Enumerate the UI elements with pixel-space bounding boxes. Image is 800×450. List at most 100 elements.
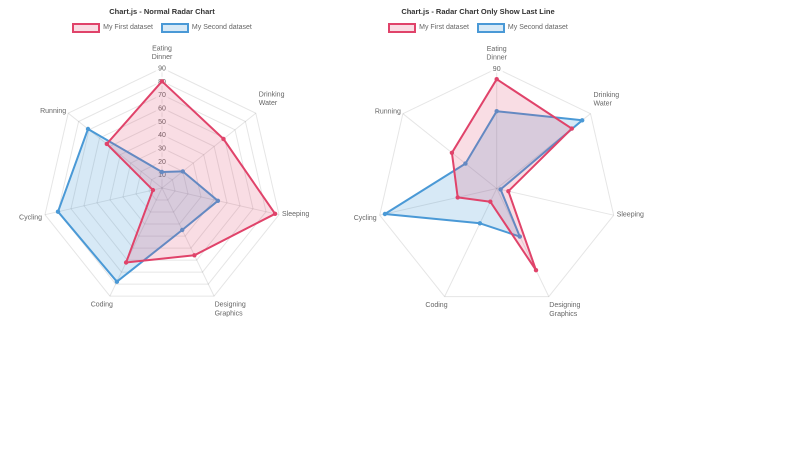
grid-ring bbox=[135, 160, 189, 213]
data-point[interactable] bbox=[488, 199, 493, 204]
data-point[interactable] bbox=[215, 198, 221, 203]
data-point[interactable] bbox=[494, 77, 499, 82]
data-point[interactable] bbox=[382, 211, 388, 217]
legend-item-second-dataset[interactable]: My Second dataset bbox=[160, 23, 252, 33]
grid-ring bbox=[70, 94, 254, 273]
legend-label-first-dataset: My First dataset bbox=[419, 24, 469, 31]
radar-chart-panel-last-line: Chart.js - Radar Chart Only Show Last Li… bbox=[330, 6, 626, 33]
grid-ring bbox=[122, 147, 202, 225]
axis-line bbox=[44, 187, 163, 216]
axis-label: Dinner bbox=[152, 54, 173, 61]
chart-title-last-line: Chart.js - Radar Chart Only Show Last Li… bbox=[401, 7, 555, 16]
axis-label: Sleeping bbox=[282, 211, 309, 218]
axis-line bbox=[161, 187, 280, 216]
tick-backdrop bbox=[155, 90, 169, 100]
axis-line bbox=[496, 188, 614, 216]
legend-swatch-second-dataset bbox=[476, 23, 505, 33]
tick-label: 20 bbox=[158, 159, 166, 166]
data-point[interactable] bbox=[272, 211, 278, 216]
data-point[interactable] bbox=[180, 227, 185, 233]
axis-line bbox=[379, 188, 497, 216]
grid-ring bbox=[148, 174, 176, 201]
radar-chart-canvas-last-line[interactable]: 90 Eating Dinner Drinking Water Sleeping Desig… bbox=[330, 36, 670, 348]
data-point[interactable] bbox=[498, 187, 503, 192]
chart-legend: My First dataset My Second dataset bbox=[0, 23, 324, 33]
axis-label: Designing bbox=[549, 302, 580, 309]
grid-ring bbox=[379, 67, 615, 298]
data-point[interactable] bbox=[114, 279, 120, 284]
axis-label: Coding bbox=[425, 302, 447, 309]
data-point[interactable] bbox=[449, 150, 455, 155]
tick-label: 70 bbox=[158, 92, 166, 99]
tick-label: 40 bbox=[158, 132, 166, 139]
axis-label: Dinner bbox=[486, 55, 507, 62]
axis-label: Running bbox=[40, 108, 66, 115]
axis-label: Coding bbox=[91, 302, 113, 309]
tick-backdrop bbox=[155, 156, 169, 166]
data-point[interactable] bbox=[150, 187, 156, 193]
data-point[interactable] bbox=[463, 161, 468, 166]
data-point[interactable] bbox=[533, 268, 539, 273]
data-point[interactable] bbox=[55, 209, 61, 214]
data-point[interactable] bbox=[159, 79, 165, 84]
tick-backdrop bbox=[155, 170, 169, 180]
data-point[interactable] bbox=[580, 118, 585, 123]
data-point[interactable] bbox=[104, 141, 110, 147]
data-point[interactable] bbox=[506, 189, 511, 194]
legend-item-first-dataset[interactable]: My First dataset bbox=[388, 23, 469, 33]
axis-label: Eating bbox=[487, 46, 507, 53]
legend-label-second-dataset: My Second dataset bbox=[507, 24, 568, 31]
axis-line bbox=[161, 112, 257, 189]
axis-label: Designing bbox=[215, 302, 246, 309]
axis-line bbox=[496, 188, 550, 297]
chart-legend: My First dataset My Second dataset bbox=[330, 23, 626, 33]
dataset-polygon-first[interactable] bbox=[105, 80, 277, 264]
data-point[interactable] bbox=[159, 169, 165, 175]
data-point[interactable] bbox=[123, 260, 129, 265]
legend-item-first-dataset[interactable]: My First dataset bbox=[72, 23, 153, 33]
grid-ring bbox=[44, 67, 280, 297]
data-point[interactable] bbox=[517, 234, 522, 239]
axis-line bbox=[161, 187, 215, 297]
data-point[interactable] bbox=[85, 126, 91, 132]
radar-chart-panel-normal: Chart.js - Normal Radar Chart My First d… bbox=[0, 6, 324, 33]
data-point[interactable] bbox=[221, 136, 226, 142]
grid-ring bbox=[57, 80, 267, 285]
grid-ring bbox=[96, 120, 228, 249]
tick-label: 60 bbox=[158, 106, 166, 113]
tick-backdrop bbox=[155, 63, 169, 73]
tick-backdrop bbox=[490, 64, 503, 73]
data-point[interactable] bbox=[477, 221, 483, 226]
radar-chart-canvas-normal[interactable]: 102030405060708090EatingDinnerDrinkingWa… bbox=[0, 36, 340, 348]
axis-label: Eating bbox=[152, 46, 172, 53]
data-point[interactable] bbox=[569, 126, 574, 131]
data-point[interactable] bbox=[494, 109, 499, 114]
grid-ring bbox=[83, 107, 241, 261]
tick-label: 50 bbox=[158, 119, 166, 126]
axis-line bbox=[67, 112, 163, 189]
axis-line bbox=[444, 188, 498, 297]
dataset-polygon-first[interactable] bbox=[450, 78, 573, 272]
axis-label: Water bbox=[259, 100, 278, 107]
axis-label: Water bbox=[594, 101, 613, 108]
data-point[interactable] bbox=[455, 195, 460, 200]
legend-label-second-dataset: My Second dataset bbox=[191, 24, 252, 31]
tick-backdrop bbox=[155, 103, 169, 113]
data-point[interactable] bbox=[192, 253, 197, 258]
axis-label: Sleeping bbox=[617, 212, 644, 219]
axis-line bbox=[109, 187, 163, 297]
tick-label: 30 bbox=[158, 146, 166, 153]
tick-label: 90 bbox=[493, 66, 501, 73]
chart-title-normal: Chart.js - Normal Radar Chart bbox=[109, 7, 215, 16]
legend-swatch-first-dataset bbox=[388, 23, 417, 33]
dataset-polygon-second[interactable] bbox=[57, 128, 219, 283]
grid-ring bbox=[109, 134, 215, 237]
tick-backdrop bbox=[155, 130, 169, 140]
legend-item-second-dataset[interactable]: My Second dataset bbox=[476, 23, 568, 33]
data-point[interactable] bbox=[180, 169, 185, 174]
axis-label: Graphics bbox=[549, 311, 578, 318]
tick-label: 10 bbox=[158, 172, 166, 179]
legend-swatch-second-dataset bbox=[160, 23, 189, 33]
tick-backdrop bbox=[155, 116, 169, 126]
